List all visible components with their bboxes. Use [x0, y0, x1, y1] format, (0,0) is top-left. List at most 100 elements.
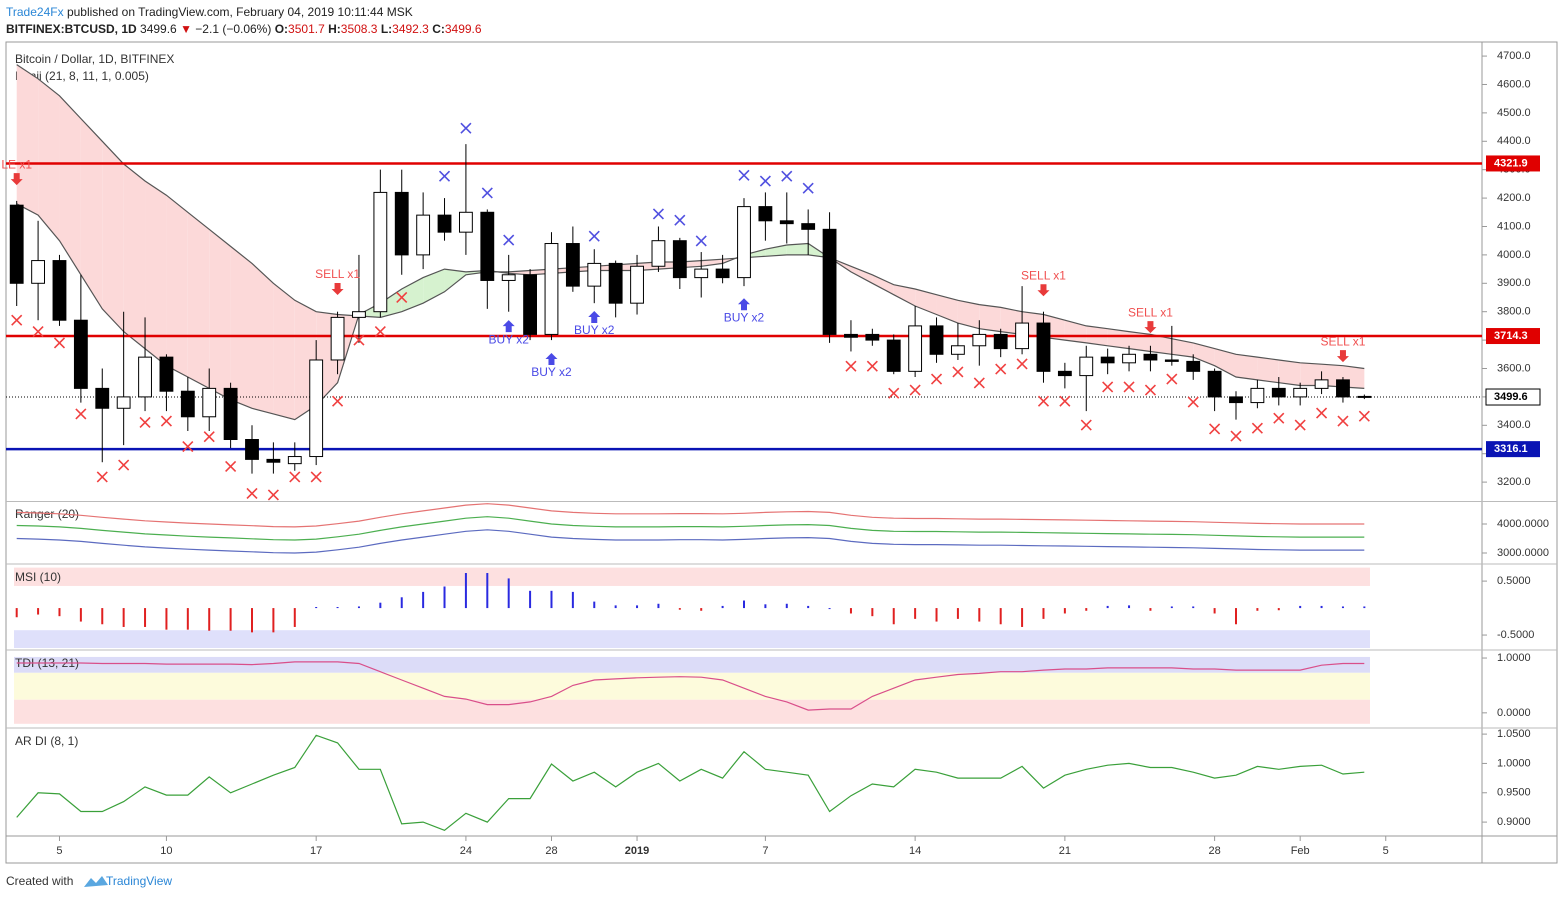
candle-body: [672, 240, 687, 279]
cloud: [444, 269, 466, 292]
x-mark-below: [96, 471, 108, 483]
cloud: [850, 266, 873, 284]
candle-body: [95, 387, 110, 409]
x-mark-below: [973, 377, 985, 389]
bar: [785, 603, 788, 609]
candle-body: [416, 214, 431, 256]
x-mark-below: [1123, 381, 1135, 393]
frame: [5, 41, 1558, 864]
candle-body: [865, 333, 880, 341]
cloud: [230, 246, 252, 409]
candle-body: [1207, 370, 1222, 398]
bar: [828, 608, 831, 610]
pane-subtitle: Kenji (21, 8, 11, 1, 0.005): [15, 69, 149, 83]
level-label: 4321.9: [1494, 157, 1528, 169]
band: [14, 656, 1370, 673]
x-mark-below: [374, 326, 386, 338]
candle-body: [1143, 353, 1158, 361]
candle-body: [972, 333, 987, 347]
candle-body: [352, 311, 366, 318]
x-tick-label: 5: [1383, 845, 1389, 857]
bar: [678, 608, 681, 610]
bar: [186, 608, 189, 630]
x-mark-below: [1337, 415, 1349, 427]
x-mark-below: [118, 459, 130, 471]
last-price-badge: [1485, 388, 1541, 406]
y-tick-label: 0.5000: [1497, 575, 1531, 587]
candle-body: [1357, 395, 1372, 398]
candle-body: [1164, 359, 1179, 362]
bar: [743, 600, 745, 609]
candle-body: [1271, 387, 1286, 398]
x-tick-label: 5: [56, 845, 62, 857]
bar: [1170, 606, 1173, 609]
bar: [1085, 608, 1088, 611]
candle-body: [223, 387, 238, 441]
bar: [571, 591, 574, 609]
bar: [1106, 605, 1109, 609]
bar: [978, 608, 981, 622]
y-tick-label: 4700.0: [1497, 50, 1531, 62]
bar: [935, 608, 938, 622]
level-label: 3714.3: [1494, 330, 1528, 342]
bar: [1042, 608, 1045, 619]
bar: [379, 602, 382, 609]
bar: [593, 601, 596, 609]
candle-body: [330, 316, 345, 361]
cloud: [80, 118, 103, 309]
x-mark-above: [674, 214, 686, 226]
x-tick-label: 21: [1059, 845, 1071, 857]
signal-arrow: [1144, 321, 1157, 334]
signal-label: LE x1: [1, 157, 32, 171]
y-tick-label: 4500.0: [1497, 107, 1531, 119]
candle-body: [1057, 370, 1072, 377]
header-line-2: BITFINEX:BTCUSD, 1D 3499.6 ▼ −2.1 (−0.06…: [6, 22, 482, 36]
candle-body: [544, 243, 559, 335]
x-mark-above: [695, 235, 707, 247]
cloud: [1214, 348, 1236, 378]
cloud: [1257, 357, 1279, 383]
x-mark-below: [1166, 373, 1178, 385]
x-mark-below: [1059, 395, 1071, 407]
symbol: BITFINEX:BTCUSD, 1D: [6, 22, 137, 36]
x-mark-above: [652, 208, 665, 220]
x-mark-below: [1316, 407, 1328, 419]
bar: [272, 608, 275, 633]
x-mark-below: [225, 460, 237, 473]
signal-label: BUY x2: [574, 323, 615, 337]
candle-body: [1314, 379, 1329, 389]
signal-label: BUY x2: [488, 332, 529, 346]
bar: [807, 605, 810, 609]
bar: [1149, 608, 1152, 611]
bar: [871, 608, 874, 617]
cloud: [1171, 338, 1194, 358]
cloud: [893, 284, 916, 307]
candle-body: [844, 333, 858, 338]
x-mark-below: [1209, 423, 1221, 435]
y-tick-label: 3800.0: [1497, 306, 1531, 318]
bar: [400, 597, 403, 609]
x-mark-above: [738, 169, 750, 181]
open: 3501.7: [288, 22, 325, 36]
x-mark-above: [438, 170, 451, 182]
candle-body: [31, 260, 46, 284]
bar: [58, 608, 61, 617]
x-mark-below: [396, 291, 408, 304]
last-price-label: 3499.6: [1494, 391, 1528, 403]
cloud-fast-line: [16, 203, 1365, 421]
cloud-slow-line: [16, 64, 1365, 370]
x-mark-below: [310, 471, 322, 483]
bar: [1213, 608, 1216, 614]
x-mark-below: [866, 360, 878, 372]
series-line: [16, 734, 1365, 831]
candle-body: [608, 262, 623, 304]
bar: [229, 608, 232, 631]
x-mark-above: [481, 187, 493, 199]
band: [14, 630, 1370, 648]
candle-body: [1036, 322, 1051, 372]
x-mark-above: [759, 175, 771, 187]
cloud: [957, 300, 980, 329]
cloud: [123, 164, 146, 349]
bar: [144, 608, 147, 627]
bar: [999, 608, 1002, 625]
